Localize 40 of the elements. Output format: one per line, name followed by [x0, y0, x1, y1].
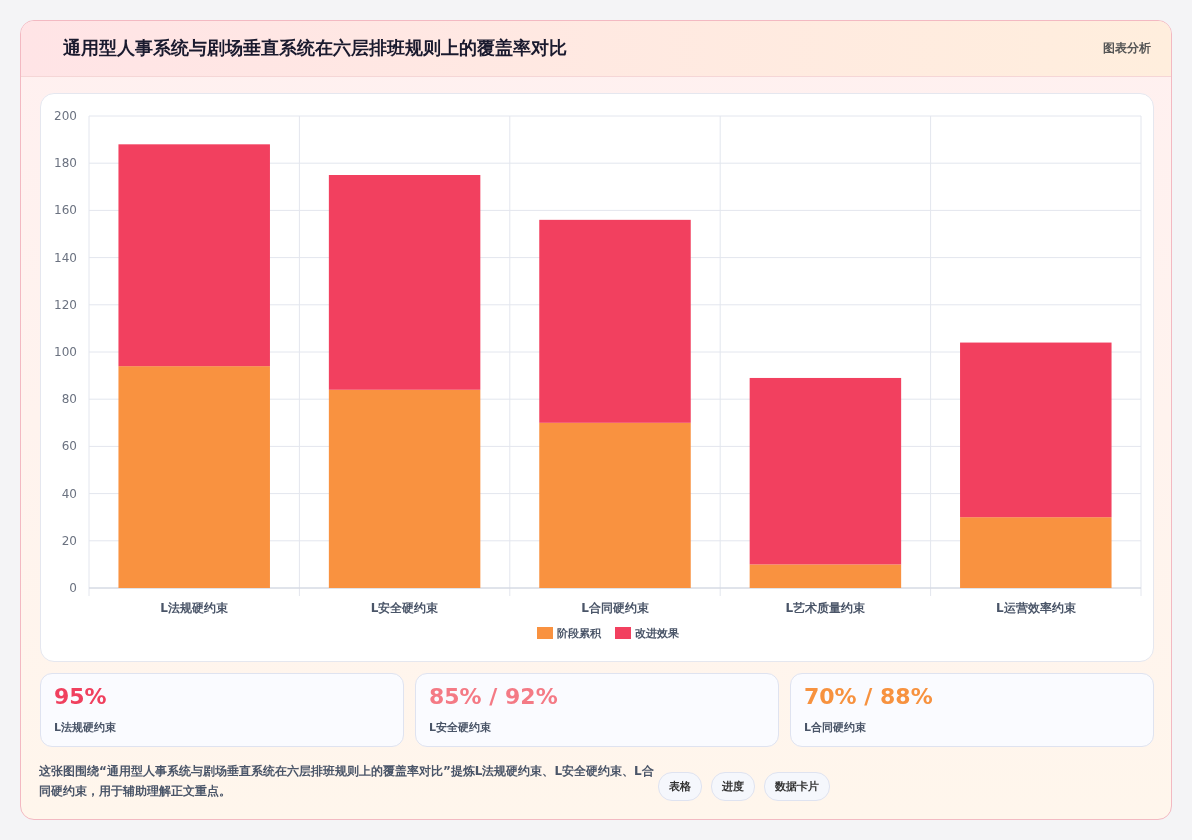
text: 数据卡片 — [764, 772, 830, 801]
bar — [118, 144, 270, 367]
x-tick-label: L安全硬约束 — [370, 601, 439, 615]
text: L合同硬约束 — [804, 720, 867, 735]
y-tick-label: 20 — [61, 533, 77, 548]
y-tick-label: 180 — [54, 156, 77, 171]
y-tick-label: 40 — [61, 486, 77, 501]
bar — [539, 219, 691, 423]
y-tick-label: 200 — [54, 109, 77, 123]
x-tick-label: L艺术质量约束 — [785, 601, 866, 615]
text: 85% / 92% — [429, 684, 558, 709]
legend-label: 阶段累积 — [557, 627, 602, 640]
bar — [749, 564, 902, 588]
y-tick-label: 140 — [54, 250, 77, 265]
bar — [749, 377, 902, 565]
x-tick-label: L合同硬约束 — [581, 601, 649, 615]
text: L法规硬约束 — [54, 720, 117, 735]
y-tick-label: 120 — [54, 297, 77, 312]
text: L安全硬约束 — [429, 720, 492, 735]
bar — [960, 517, 1112, 588]
text: 这张图围绕“通用型人事系统与剧场垂直系统在六层排班规则上的覆盖率对比”提炼L法规硬约束、L安全硬约束、L合同硬约束，用于辅助理解正文重点。 — [39, 763, 655, 800]
y-tick-label: 100 — [54, 345, 77, 359]
y-tick-label: 0 — [69, 581, 77, 595]
text: 表格 — [658, 772, 702, 801]
x-tick-label: L运营效率约束 — [995, 601, 1076, 615]
y-tick-label: 80 — [61, 392, 77, 407]
bar — [118, 366, 270, 588]
text: 进度 — [711, 772, 755, 801]
chart-title: 通用型人事系统与剧场垂直系统在六层排班规则上的覆盖率对比 — [63, 36, 567, 60]
legend-label: 改进效果 — [635, 627, 680, 640]
bar — [328, 389, 481, 588]
text: 70% / 88% — [804, 684, 933, 709]
text: 图表分析 — [1103, 40, 1151, 57]
x-tick-label: L法规硬约束 — [160, 601, 229, 615]
bar — [328, 175, 481, 390]
y-tick-label: 60 — [61, 439, 77, 454]
y-tick-label: 160 — [54, 203, 77, 218]
text: 95% — [54, 684, 107, 709]
bar — [539, 422, 691, 588]
bar — [960, 342, 1112, 518]
